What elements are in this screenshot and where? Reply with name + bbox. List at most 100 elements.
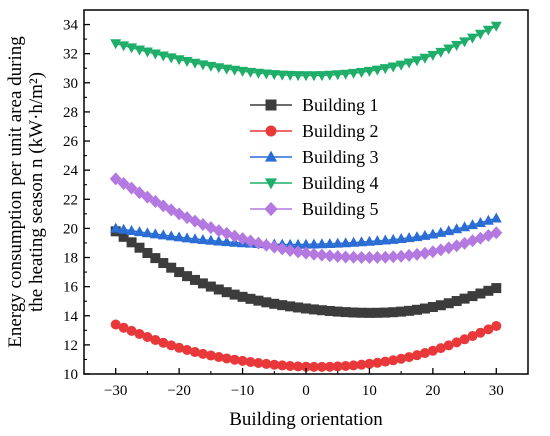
- series-marker: [237, 355, 248, 366]
- y-tick-label: 32: [63, 47, 78, 63]
- series-marker: [475, 327, 486, 338]
- series-marker: [165, 230, 177, 241]
- series-marker: [483, 285, 494, 296]
- series-marker: [332, 70, 344, 81]
- series-marker: [245, 293, 256, 304]
- series-marker: [174, 267, 185, 278]
- series-marker: [363, 66, 375, 77]
- series-marker: [189, 58, 201, 69]
- legend-label: Building 4: [302, 173, 379, 193]
- series-marker: [166, 262, 177, 273]
- series-marker: [395, 249, 408, 263]
- y-tick-label: 12: [63, 338, 78, 354]
- series-marker: [141, 227, 153, 238]
- series-marker: [315, 248, 328, 262]
- series-marker: [411, 56, 423, 67]
- series-marker: [173, 55, 185, 66]
- series-marker: [190, 274, 200, 285]
- series-marker: [118, 223, 130, 234]
- series-marker: [434, 243, 447, 257]
- series-marker: [363, 235, 375, 246]
- series-marker: [363, 251, 376, 265]
- series-marker: [277, 300, 288, 311]
- series-marker: [293, 302, 304, 313]
- series-marker: [324, 305, 335, 316]
- series-marker: [229, 289, 240, 300]
- series-marker: [157, 51, 169, 62]
- series-marker: [277, 360, 288, 371]
- series-marker: [300, 238, 312, 249]
- series-marker: [356, 68, 367, 79]
- series-marker: [340, 307, 351, 318]
- series-marker: [293, 361, 304, 372]
- series-marker: [308, 304, 319, 315]
- series-marker: [110, 319, 121, 330]
- series-marker: [395, 60, 407, 71]
- series-marker: [443, 225, 455, 236]
- series-marker: [396, 353, 407, 364]
- series-marker: [221, 236, 233, 247]
- series-2: [110, 319, 502, 372]
- series-marker: [142, 247, 153, 258]
- series-marker: [181, 57, 193, 68]
- series-marker: [451, 337, 462, 348]
- series-marker: [205, 61, 217, 72]
- series-marker: [205, 281, 216, 292]
- series-marker: [134, 226, 145, 237]
- series-marker: [276, 70, 288, 81]
- series-marker: [213, 352, 224, 363]
- series-5: [109, 172, 503, 265]
- series-marker: [158, 258, 169, 269]
- series-marker: [252, 236, 265, 250]
- series-marker: [189, 233, 201, 244]
- series-marker: [364, 358, 375, 369]
- legend-marker: [265, 125, 277, 137]
- series-4: [110, 21, 502, 82]
- series-marker: [347, 250, 360, 264]
- series-marker: [388, 355, 399, 366]
- series-marker: [292, 71, 304, 82]
- series-marker: [443, 44, 455, 55]
- series-marker: [229, 65, 241, 76]
- series-marker: [435, 343, 446, 354]
- series-marker: [252, 68, 264, 79]
- series-marker: [412, 350, 422, 361]
- series-marker: [348, 236, 360, 247]
- legend-label: Building 3: [302, 147, 379, 167]
- series-marker: [491, 320, 502, 331]
- series-marker: [285, 360, 296, 371]
- series-marker: [451, 41, 463, 52]
- series-marker: [419, 303, 430, 314]
- series-marker: [332, 361, 343, 372]
- x-tick-label: 30: [489, 383, 504, 399]
- y-tick-label: 18: [63, 251, 78, 267]
- series-marker: [356, 359, 367, 370]
- series-marker: [459, 334, 470, 345]
- series-marker: [340, 360, 351, 371]
- y-tick-label: 22: [63, 192, 78, 208]
- legend-marker: [264, 178, 278, 190]
- series-marker: [276, 242, 289, 256]
- series-marker: [285, 301, 296, 312]
- series-marker: [443, 340, 454, 351]
- series-marker: [134, 242, 145, 253]
- series-marker: [253, 358, 264, 369]
- series-marker: [371, 65, 383, 76]
- series-marker: [316, 238, 328, 249]
- series-marker: [316, 71, 328, 82]
- series-marker: [403, 232, 415, 243]
- series-marker: [300, 246, 312, 260]
- series-marker: [126, 237, 137, 248]
- series-marker: [427, 302, 438, 313]
- series-marker: [174, 342, 185, 353]
- series-marker: [197, 60, 209, 71]
- series-marker: [355, 250, 368, 264]
- series-marker: [387, 62, 399, 73]
- series-marker: [356, 307, 367, 318]
- series-marker: [435, 47, 447, 58]
- series-marker: [307, 247, 320, 261]
- series-marker: [301, 361, 311, 372]
- series-marker: [490, 226, 503, 240]
- x-tick-label: 10: [362, 383, 377, 399]
